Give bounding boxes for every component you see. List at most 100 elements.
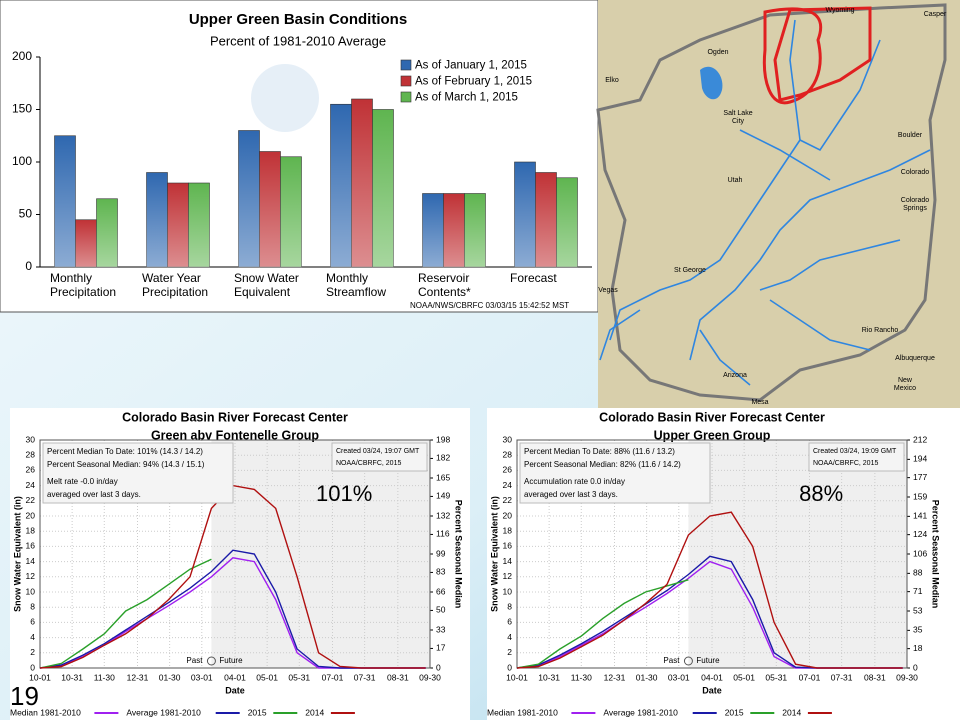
y-tick-label: 30 [26, 434, 36, 444]
annotation: averaged over last 3 days. [524, 490, 618, 499]
y-axis-label: Snow Water Equivalent (in) [489, 496, 499, 612]
x-tick-label: 05-31 [288, 672, 310, 682]
bar-shine [280, 156, 302, 267]
y2-tick-label: 35 [913, 625, 923, 635]
bar-shine [54, 135, 76, 267]
x-tick-label: 05-01 [733, 672, 755, 682]
y2-tick-label: 66 [436, 586, 446, 596]
y-tick-label: 26 [26, 465, 36, 475]
bar-shine [167, 183, 189, 267]
y-tick-label: 12 [503, 571, 513, 581]
x-tick-label: 03-01 [668, 672, 690, 682]
highlight: 88% [799, 481, 843, 506]
x-tick-label: Snow Water Equivalent [234, 271, 299, 299]
x-tick-label: Forecast [510, 271, 557, 285]
y-tick-label: 26 [503, 465, 513, 475]
legend-label: 2015 [725, 707, 744, 717]
map-label: Wyoming [825, 7, 854, 14]
y-tick-label: 4 [30, 632, 35, 642]
legend-swatch [400, 91, 412, 103]
y2-tick-label: 71 [913, 586, 923, 596]
bar-shine [146, 172, 168, 267]
annotation: Percent Median To Date: 88% (11.6 / 13.2… [524, 447, 675, 456]
map [596, 0, 960, 408]
x-tick-label: 07-01 [799, 672, 821, 682]
y2-tick-label: 149 [436, 491, 450, 501]
y2-tick-label: 177 [913, 472, 927, 482]
chart-subtitle: Percent of 1981-2010 Average [210, 33, 386, 48]
x-axis-label: Date [702, 685, 722, 695]
y-tick-label: 4 [507, 632, 512, 642]
y-tick-label: 16 [26, 541, 36, 551]
legend-label: Median 1981-2010 [487, 707, 558, 717]
map-label: Salt Lake City [723, 110, 752, 125]
y2-tick-label: 165 [436, 472, 450, 482]
y2-tick-label: 106 [913, 548, 927, 558]
y2-tick-label: 159 [913, 491, 927, 501]
info-box [519, 442, 711, 504]
watermark [251, 64, 319, 132]
clock-icon [683, 656, 693, 666]
bar-shine [464, 193, 486, 267]
y2-axis-label: Percent Seasonal Median [931, 500, 941, 609]
y-tick-label: 12 [26, 571, 36, 581]
y-tick-label: 20 [503, 510, 513, 520]
map-label: Boulder [898, 132, 923, 139]
future-label: Future [696, 656, 720, 665]
y2-tick-label: 0 [913, 662, 918, 672]
x-tick-label: 11-30 [571, 672, 592, 682]
x-tick-label: Monthly Precipitation [50, 271, 116, 299]
x-tick-label: 10-01 [29, 672, 51, 682]
map-label: St George [674, 267, 706, 274]
y2-tick-label: 194 [913, 454, 927, 464]
y-tick-label: 0 [25, 259, 32, 273]
plot-frame [516, 439, 908, 669]
map-label: Ogden [707, 49, 728, 56]
legend-label: Average 1981-2010 [126, 707, 201, 717]
y2-tick-label: 53 [913, 605, 923, 615]
y2-tick-label: 116 [436, 529, 450, 539]
map-label: Casper [924, 11, 947, 18]
legend-label: As of February 1, 2015 [415, 76, 532, 88]
bar-shine [96, 198, 118, 267]
future-label: Future [219, 656, 243, 665]
annotation: Percent Seasonal Median: 94% (14.3 / 15.… [47, 460, 205, 469]
y-tick-label: 0 [30, 662, 35, 672]
y-tick-label: 0 [507, 662, 512, 672]
y2-tick-label: 212 [913, 434, 927, 444]
x-tick-label: 05-31 [765, 672, 787, 682]
legend-box [396, 56, 542, 108]
x-tick-label: 08-31 [864, 672, 886, 682]
x-tick-label: 03-01 [191, 672, 213, 682]
y-tick-label: 2 [30, 647, 35, 657]
bar-shine [556, 177, 578, 267]
y-tick-label: 2 [507, 647, 512, 657]
series-line [516, 511, 903, 669]
legend-label: Average 1981-2010 [603, 707, 678, 717]
legend-label: 2014 [782, 707, 801, 717]
map-label: Elko [605, 77, 619, 84]
rivers [599, 19, 931, 386]
x-tick-label: 01-30 [159, 672, 181, 682]
y-axis-label: Snow Water Equivalent (in) [12, 496, 22, 612]
created-note: Created 03/24, 19:07 GMT [336, 448, 420, 455]
plot-frame [39, 439, 431, 669]
x-tick-label: 01-30 [636, 672, 658, 682]
x-tick-label: 07-01 [322, 672, 344, 682]
chart-subtitle: Upper Green Group [654, 428, 771, 442]
legend-label: As of March 1, 2015 [415, 92, 518, 104]
past-label: Past [663, 656, 680, 665]
y-tick-label: 24 [26, 480, 36, 490]
slide-number: 19 [10, 681, 39, 711]
x-tick-label: 08-31 [387, 672, 409, 682]
y2-axis-label: Percent Seasonal Median [454, 500, 464, 609]
y2-tick-label: 198 [436, 434, 450, 444]
y-tick-label: 22 [503, 495, 513, 505]
legend-label: As of January 1, 2015 [415, 60, 527, 72]
legend-label: Median 1981-2010 [10, 707, 81, 717]
created-box [331, 442, 428, 472]
legend-label: 2014 [305, 707, 324, 717]
y-tick-label: 6 [30, 617, 35, 627]
chart-title: Upper Green Basin Conditions [189, 11, 407, 28]
